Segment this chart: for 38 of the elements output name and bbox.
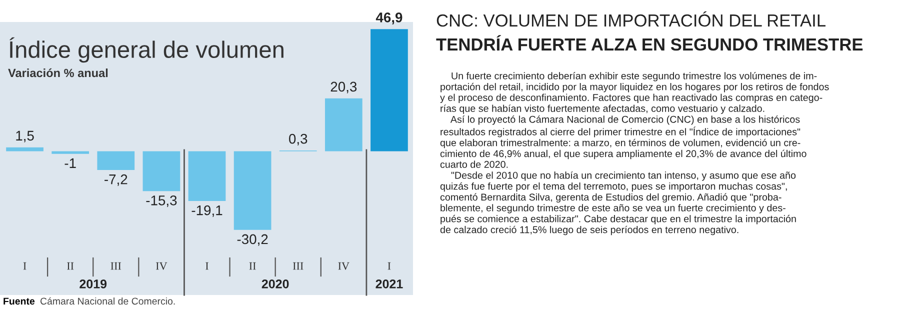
data-label: -7,2 [104, 174, 128, 186]
data-label: 0,3 [289, 134, 308, 146]
x-tick-label: II [67, 262, 74, 270]
x-tick-label: III [292, 262, 304, 270]
x-tick-label: IV [156, 262, 168, 270]
data-label: -15,3 [146, 196, 177, 207]
bar [52, 151, 90, 154]
chart-title: Índice general de volumen [10, 37, 284, 63]
data-label: 46,9 [376, 12, 402, 24]
data-label: -19,1 [192, 205, 222, 217]
bar [142, 151, 180, 192]
data-label: 1,5 [16, 130, 34, 142]
bar [6, 147, 44, 152]
text: Fuente [4, 298, 35, 305]
text: 2021 [376, 280, 403, 288]
text: Variación % anual [8, 68, 108, 78]
text: "Desde el 2010 que no había un crecimiento tan intenso, y asumo que ese año quizás fue fuerte por el tema del terremoto, pues se importaron muchas cosas", comentó Bernardita Silva, gerenta de Estudios del gremio. Añadió que "proba- blemente, el segundo trimestre de este año se vea un fuerte crecimiento y des- pués se comience a estabilizar". Cabe destacar que en el trimestre la importación de calzado creció 11,5% luego de seis períodos en terreno negativo. [440, 171, 796, 236]
bar [324, 98, 362, 152]
data-label: -30,2 [237, 234, 268, 246]
text: TENDRÍA FUERTE ALZA EN SEGUNDO TRIMESTRE [436, 35, 863, 51]
bar [234, 151, 272, 230]
x-tick-label: I [206, 262, 208, 270]
x-tick-label: I [388, 262, 391, 270]
x-tick-label: I [23, 262, 26, 270]
x-tick-label: III [110, 262, 122, 270]
text: CNC: VOLUMEN DE IMPORTACIÓN DEL RETAIL [436, 11, 826, 27]
data-label: -1 [64, 158, 76, 168]
text: Un fuerte crecimiento deberían exhibir este segundo trimestre los volúmenes de im- portación del retail, incidido por la mayor liquidez en los hogares por los retiros de fondos y el proceso de desconfinamiento. Factores que han reactivado las compras en catego- rías que se habían visto fuertemente afectadas, como vestuario y calzado. [440, 72, 829, 114]
data-label: 20,3 [330, 82, 357, 94]
bar [97, 151, 135, 170]
text: 2019 [80, 280, 107, 288]
bar [370, 29, 408, 152]
text: 2020 [262, 280, 289, 288]
text: Cámara Nacional de Comercio. [40, 297, 175, 305]
x-tick-label: II [249, 262, 256, 270]
bar [188, 151, 226, 202]
text: Así lo proyectó la Cámara Nacional de Comercio (CNC) en base a los históricos resultados registrados al cierre del primer trimestre en el "Índice de importaciones" que elaboran trimestralmente: a marzo, en términos de volumen, evidenció un cre- cimiento de 46,9% anual, el que supera ampliamente el 20,3% de avance del último cuarto de 2020. [440, 115, 806, 168]
x-tick-label: IV [338, 262, 350, 270]
